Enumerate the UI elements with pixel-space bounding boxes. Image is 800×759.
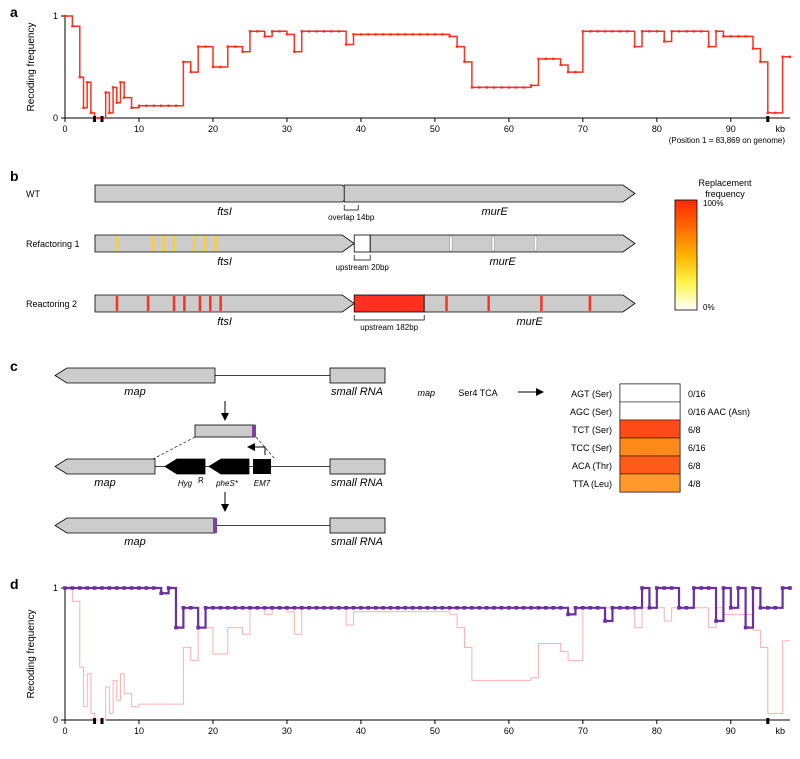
svg-text:TCT (Ser): TCT (Ser) [572, 425, 612, 435]
svg-text:map: map [124, 386, 145, 398]
svg-text:0: 0 [53, 715, 58, 725]
svg-text:0%: 0% [703, 303, 715, 312]
svg-text:murE: murE [516, 316, 543, 328]
svg-text:ftsI: ftsI [217, 206, 232, 218]
panel-a-chart: 010102030405060708090kb(Position 1 = 83,… [20, 8, 800, 158]
svg-text:40: 40 [356, 124, 366, 134]
svg-text:0: 0 [62, 726, 67, 736]
svg-text:map: map [417, 388, 435, 398]
svg-text:10: 10 [134, 726, 144, 736]
svg-text:1: 1 [53, 11, 58, 21]
svg-text:30: 30 [282, 726, 292, 736]
svg-text:map: map [124, 536, 145, 548]
svg-text:EM7: EM7 [254, 479, 271, 488]
panel-b-diagram: WT ftsI murE overlap 14bp Refactoring 1 ftsI m… [20, 170, 800, 350]
panel-a-label: a [10, 4, 18, 20]
svg-text:100%: 100% [703, 199, 723, 208]
svg-text:4/8: 4/8 [688, 479, 701, 489]
svg-text:40: 40 [356, 726, 366, 736]
svg-text:AGT (Ser): AGT (Ser) [571, 389, 612, 399]
panel-c-diagram: map small RNA map Hyg RpheS* EM7 small RNA map s… [20, 360, 800, 570]
svg-text:30: 30 [282, 124, 292, 134]
svg-text:Refactoring 1: Refactoring 1 [26, 239, 80, 249]
svg-text:Ser4 TCA: Ser4 TCA [458, 388, 497, 398]
svg-text:ACA (Thr): ACA (Thr) [572, 461, 612, 471]
svg-text:10: 10 [134, 124, 144, 134]
svg-text:50: 50 [430, 124, 440, 134]
svg-text:murE: murE [481, 206, 508, 218]
panel-d-chart: 010102030405060708090kbRecoding frequenc… [20, 580, 800, 755]
svg-text:kb: kb [775, 726, 785, 736]
svg-text:6/8: 6/8 [688, 461, 701, 471]
svg-text:small RNA: small RNA [331, 386, 383, 398]
svg-text:R: R [198, 476, 204, 485]
svg-text:TCC (Ser): TCC (Ser) [571, 443, 612, 453]
svg-text:map: map [94, 477, 115, 489]
svg-text:frequency: frequency [705, 189, 745, 199]
figure-root: a 010102030405060708090kb(Position 1 = 8… [0, 0, 800, 759]
svg-text:80: 80 [652, 726, 662, 736]
svg-text:6/16: 6/16 [688, 443, 706, 453]
svg-text:0: 0 [62, 124, 67, 134]
svg-text:ftsI: ftsI [217, 316, 232, 328]
svg-text:80: 80 [652, 124, 662, 134]
svg-text:90: 90 [726, 726, 736, 736]
svg-text:murE: murE [489, 256, 516, 268]
svg-text:20: 20 [208, 726, 218, 736]
svg-text:Hyg: Hyg [178, 479, 193, 488]
svg-text:kb: kb [775, 124, 785, 134]
svg-text:TTA (Leu): TTA (Leu) [573, 479, 612, 489]
svg-text:Recoding frequency: Recoding frequency [26, 610, 37, 699]
svg-text:(Position 1 = 83,869 on genome: (Position 1 = 83,869 on genome) [669, 136, 786, 145]
svg-text:Recoding frequency: Recoding frequency [26, 23, 37, 112]
svg-text:6/8: 6/8 [688, 425, 701, 435]
svg-text:ftsI: ftsI [217, 256, 232, 268]
svg-text:60: 60 [504, 726, 514, 736]
panel-d-label: d [10, 576, 19, 592]
svg-text:small RNA: small RNA [331, 477, 383, 489]
svg-text:60: 60 [504, 124, 514, 134]
svg-text:90: 90 [726, 124, 736, 134]
svg-text:AGC (Ser): AGC (Ser) [570, 407, 612, 417]
svg-text:pheS*: pheS* [215, 479, 239, 488]
svg-text:Replacement: Replacement [698, 178, 752, 188]
svg-text:upstream 20bp: upstream 20bp [336, 263, 390, 272]
svg-text:upstream 182bp: upstream 182bp [360, 323, 418, 332]
svg-text:70: 70 [578, 124, 588, 134]
svg-text:20: 20 [208, 124, 218, 134]
svg-text:70: 70 [578, 726, 588, 736]
svg-text:WT: WT [26, 189, 40, 199]
svg-text:50: 50 [430, 726, 440, 736]
svg-text:0/16 AAC (Asn): 0/16 AAC (Asn) [688, 407, 750, 417]
svg-text:small RNA: small RNA [331, 536, 383, 548]
panel-c-label: c [10, 358, 18, 374]
svg-text:0: 0 [53, 113, 58, 123]
svg-text:0/16: 0/16 [688, 389, 706, 399]
panel-b-label: b [10, 168, 19, 184]
svg-text:1: 1 [53, 583, 58, 593]
svg-text:overlap 14bp: overlap 14bp [328, 213, 375, 222]
svg-text:Reactoring 2: Reactoring 2 [26, 299, 77, 309]
